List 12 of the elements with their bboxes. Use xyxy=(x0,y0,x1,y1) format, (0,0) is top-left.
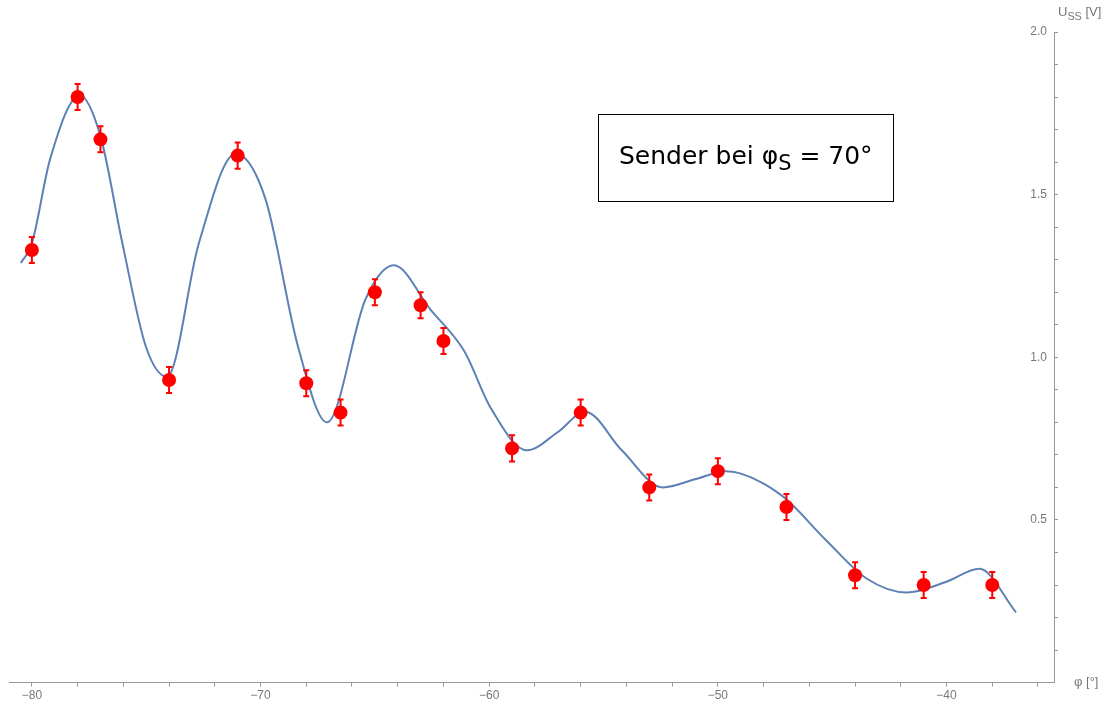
x-tick-label: −40 xyxy=(936,688,958,703)
y-tick-label: 0.5 xyxy=(1030,512,1048,527)
annotation: Sender bei φ$_{S}$ = 70° xyxy=(598,114,894,202)
y-tick-label: 1.0 xyxy=(1030,349,1048,364)
x-tick-label: −80 xyxy=(21,688,43,703)
x-tick-label: −70 xyxy=(250,688,272,703)
y-axis-title: U$_{SS}$ [V] xyxy=(1058,4,1102,22)
y-tick-label: 2.0 xyxy=(1030,24,1048,39)
x-tick-label: −50 xyxy=(707,688,729,703)
x-axis-title: φ [°] xyxy=(1074,673,1099,689)
y-tick-label: 1.5 xyxy=(1030,186,1048,201)
x-tick-label: −60 xyxy=(479,688,500,703)
